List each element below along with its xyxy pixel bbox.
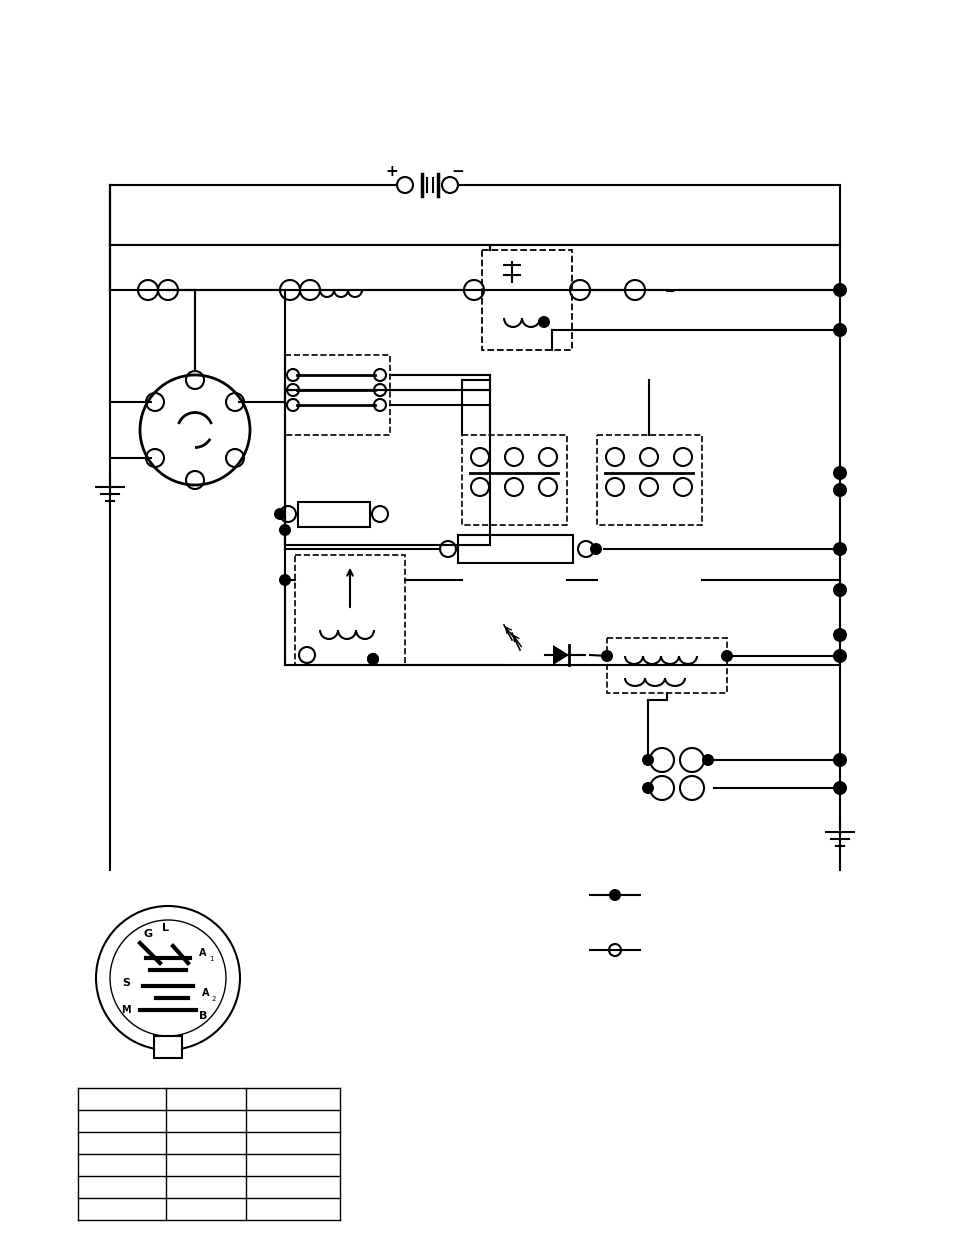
- Circle shape: [832, 583, 846, 597]
- Bar: [285, 354, 390, 435]
- Bar: [153, 1036, 182, 1058]
- Text: G: G: [143, 929, 152, 939]
- Circle shape: [600, 650, 613, 662]
- Circle shape: [641, 782, 654, 794]
- Text: −: −: [664, 285, 675, 299]
- Circle shape: [832, 650, 846, 663]
- Bar: [294, 555, 405, 664]
- Circle shape: [832, 629, 846, 642]
- Circle shape: [832, 466, 846, 480]
- Text: L: L: [162, 923, 170, 932]
- Text: A: A: [199, 948, 207, 958]
- Circle shape: [274, 508, 286, 520]
- Circle shape: [278, 574, 291, 585]
- Text: M: M: [121, 1005, 131, 1015]
- Circle shape: [701, 755, 713, 766]
- Text: A: A: [202, 988, 210, 998]
- Text: B: B: [198, 1011, 207, 1021]
- Text: S: S: [122, 978, 130, 988]
- Bar: [457, 535, 573, 563]
- Circle shape: [608, 889, 620, 902]
- Bar: [597, 435, 701, 525]
- Circle shape: [832, 753, 846, 767]
- Circle shape: [832, 483, 846, 496]
- Circle shape: [832, 324, 846, 337]
- Text: 1: 1: [209, 956, 213, 962]
- Circle shape: [641, 755, 654, 766]
- Circle shape: [832, 542, 846, 556]
- Circle shape: [367, 653, 378, 664]
- Circle shape: [832, 283, 846, 296]
- Bar: [297, 501, 370, 527]
- Bar: [285, 390, 490, 545]
- Bar: [461, 435, 566, 525]
- Text: −: −: [451, 163, 464, 179]
- Text: +: +: [385, 163, 398, 179]
- Polygon shape: [553, 645, 568, 664]
- Bar: [606, 638, 726, 693]
- Circle shape: [589, 543, 601, 555]
- Circle shape: [720, 650, 732, 662]
- Circle shape: [367, 653, 378, 664]
- Circle shape: [278, 524, 291, 536]
- Circle shape: [832, 781, 846, 795]
- Text: 2: 2: [212, 995, 216, 1002]
- Bar: [481, 249, 572, 350]
- Circle shape: [537, 316, 550, 329]
